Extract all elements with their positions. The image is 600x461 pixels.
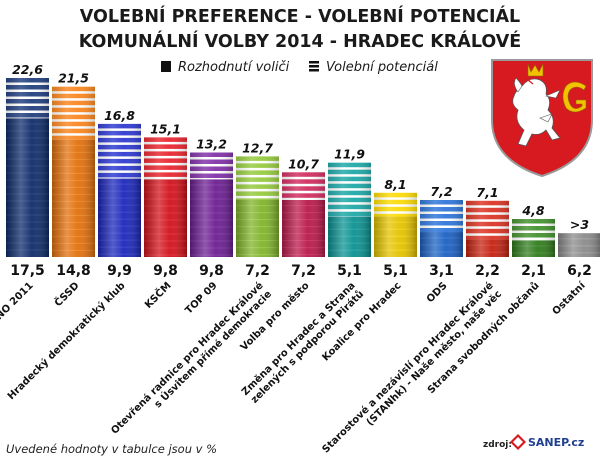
bar-decided-5: [236, 200, 279, 257]
bar-decided-6: [282, 200, 325, 257]
bar-decided-10: [466, 239, 509, 257]
bar-decided-0: [6, 118, 49, 258]
category-label: KSČM: [142, 279, 174, 311]
category-label: ČSSD: [51, 279, 81, 309]
top-value-labels: 22,6 21,5 16,8 15,1 13,2 12,7 10,7 11,9 8,1 7,2 7,…: [12, 62, 589, 232]
category-label: TOP 09: [184, 280, 220, 316]
footnote: Uvedené hodnoty v tabulce jsou v %: [6, 442, 217, 456]
category-label: ANO 2011: [0, 280, 36, 327]
bar-potential-2: [98, 123, 141, 179]
source-label: zdroj:: [483, 440, 512, 450]
category-label: ODS: [425, 280, 450, 305]
bar-potential-4: [190, 152, 233, 180]
bottom-value-labels: 17,5 14,8 9,9 9,8 9,8 7,2 7,2 5,1 5,1 3,1 2,2 2,1 6,…: [10, 263, 592, 279]
bottom-value-label: 9,9: [107, 263, 132, 279]
bar-group-3: [144, 137, 187, 257]
bar-group-6: [282, 172, 325, 257]
bottom-value-label: 3,1: [429, 263, 454, 279]
bar-potential-11: [512, 219, 555, 241]
bar-decided-11: [512, 240, 555, 257]
bar-potential-5: [236, 156, 279, 200]
legend-striped-swatch: [309, 61, 319, 72]
bar-potential-3: [144, 137, 187, 180]
bar-potential-0: [6, 78, 49, 119]
bar-potential-10: [466, 200, 509, 240]
bottom-value-label: 7,2: [291, 263, 316, 279]
bottom-value-label: 7,2: [245, 263, 270, 279]
bar-potential-1: [52, 86, 95, 140]
bar-decided-3: [144, 179, 187, 257]
legend-label-decided: Rozhodnutí voliči: [178, 60, 290, 75]
top-value-label: 4,8: [521, 203, 544, 218]
top-value-label: 10,7: [288, 156, 319, 171]
top-value-label: 7,1: [476, 185, 498, 200]
top-value-label: 7,2: [430, 184, 452, 199]
top-value-label: 13,2: [196, 137, 227, 152]
top-value-label: 8,1: [384, 177, 406, 192]
sanep-logo-icon: SANEP.cz: [510, 434, 584, 450]
top-value-label: 15,1: [150, 121, 181, 136]
bar-decided-1: [52, 139, 95, 257]
bottom-value-label: 6,2: [567, 263, 592, 279]
bottom-value-label: 9,8: [199, 263, 224, 279]
bar-group-10: [466, 200, 509, 257]
bar-potential-8: [374, 192, 417, 217]
legend: Rozhodnutí voliči Volební potenciál: [161, 60, 438, 75]
top-value-label: 11,9: [334, 147, 365, 162]
bar-decided-8: [374, 216, 417, 257]
bottom-value-label: 17,5: [10, 263, 45, 279]
top-value-label: >3: [570, 217, 589, 232]
bar-potential-9: [420, 200, 463, 233]
bar-group-7: [328, 162, 371, 257]
top-value-label: 16,8: [104, 108, 135, 123]
bar-group-4: [190, 152, 233, 257]
bar-group-2: [98, 123, 141, 257]
bar-group-12: [558, 233, 600, 257]
bar-decided-12: [558, 233, 600, 257]
top-value-label: 22,6: [12, 62, 43, 77]
legend-label-potential: Volební potenciál: [326, 60, 438, 75]
source: zdroj: SANEP.cz: [483, 434, 584, 450]
bottom-value-label: 5,1: [337, 263, 362, 279]
bar-group-0: [6, 78, 49, 258]
bottom-value-label: 14,8: [56, 263, 91, 279]
bottom-value-label: 2,1: [521, 263, 546, 279]
legend-solid-swatch: [161, 61, 171, 72]
bar-decided-7: [328, 216, 371, 257]
bottom-value-label: 2,2: [475, 263, 500, 279]
bar-potential-6: [282, 172, 325, 200]
bar-group-5: [236, 156, 279, 257]
bottom-value-label: 5,1: [383, 263, 408, 279]
bar-group-8: [374, 192, 417, 257]
bar-group-9: [420, 200, 463, 257]
bars: [6, 78, 600, 258]
bar-group-11: [512, 219, 555, 257]
bottom-value-label: 9,8: [153, 263, 178, 279]
top-value-label: 12,7: [242, 140, 273, 155]
source-logo-text: SANEP.cz: [528, 436, 584, 449]
bar-decided-4: [190, 179, 233, 257]
category-label: Ostatní: [550, 279, 588, 317]
chart-subtitle: KOMUNÁLNÍ VOLBY 2014 - HRADEC KRÁLOVÉ: [79, 30, 522, 52]
bar-decided-2: [98, 178, 141, 257]
bar-group-1: [52, 86, 95, 257]
bar-potential-7: [328, 162, 371, 217]
bar-decided-9: [420, 232, 463, 257]
top-value-label: 21,5: [58, 71, 89, 86]
chart-title: VOLEBNÍ PREFERENCE - VOLEBNÍ POTENCIÁL: [80, 5, 520, 27]
coat-of-arms-icon: [491, 59, 593, 178]
